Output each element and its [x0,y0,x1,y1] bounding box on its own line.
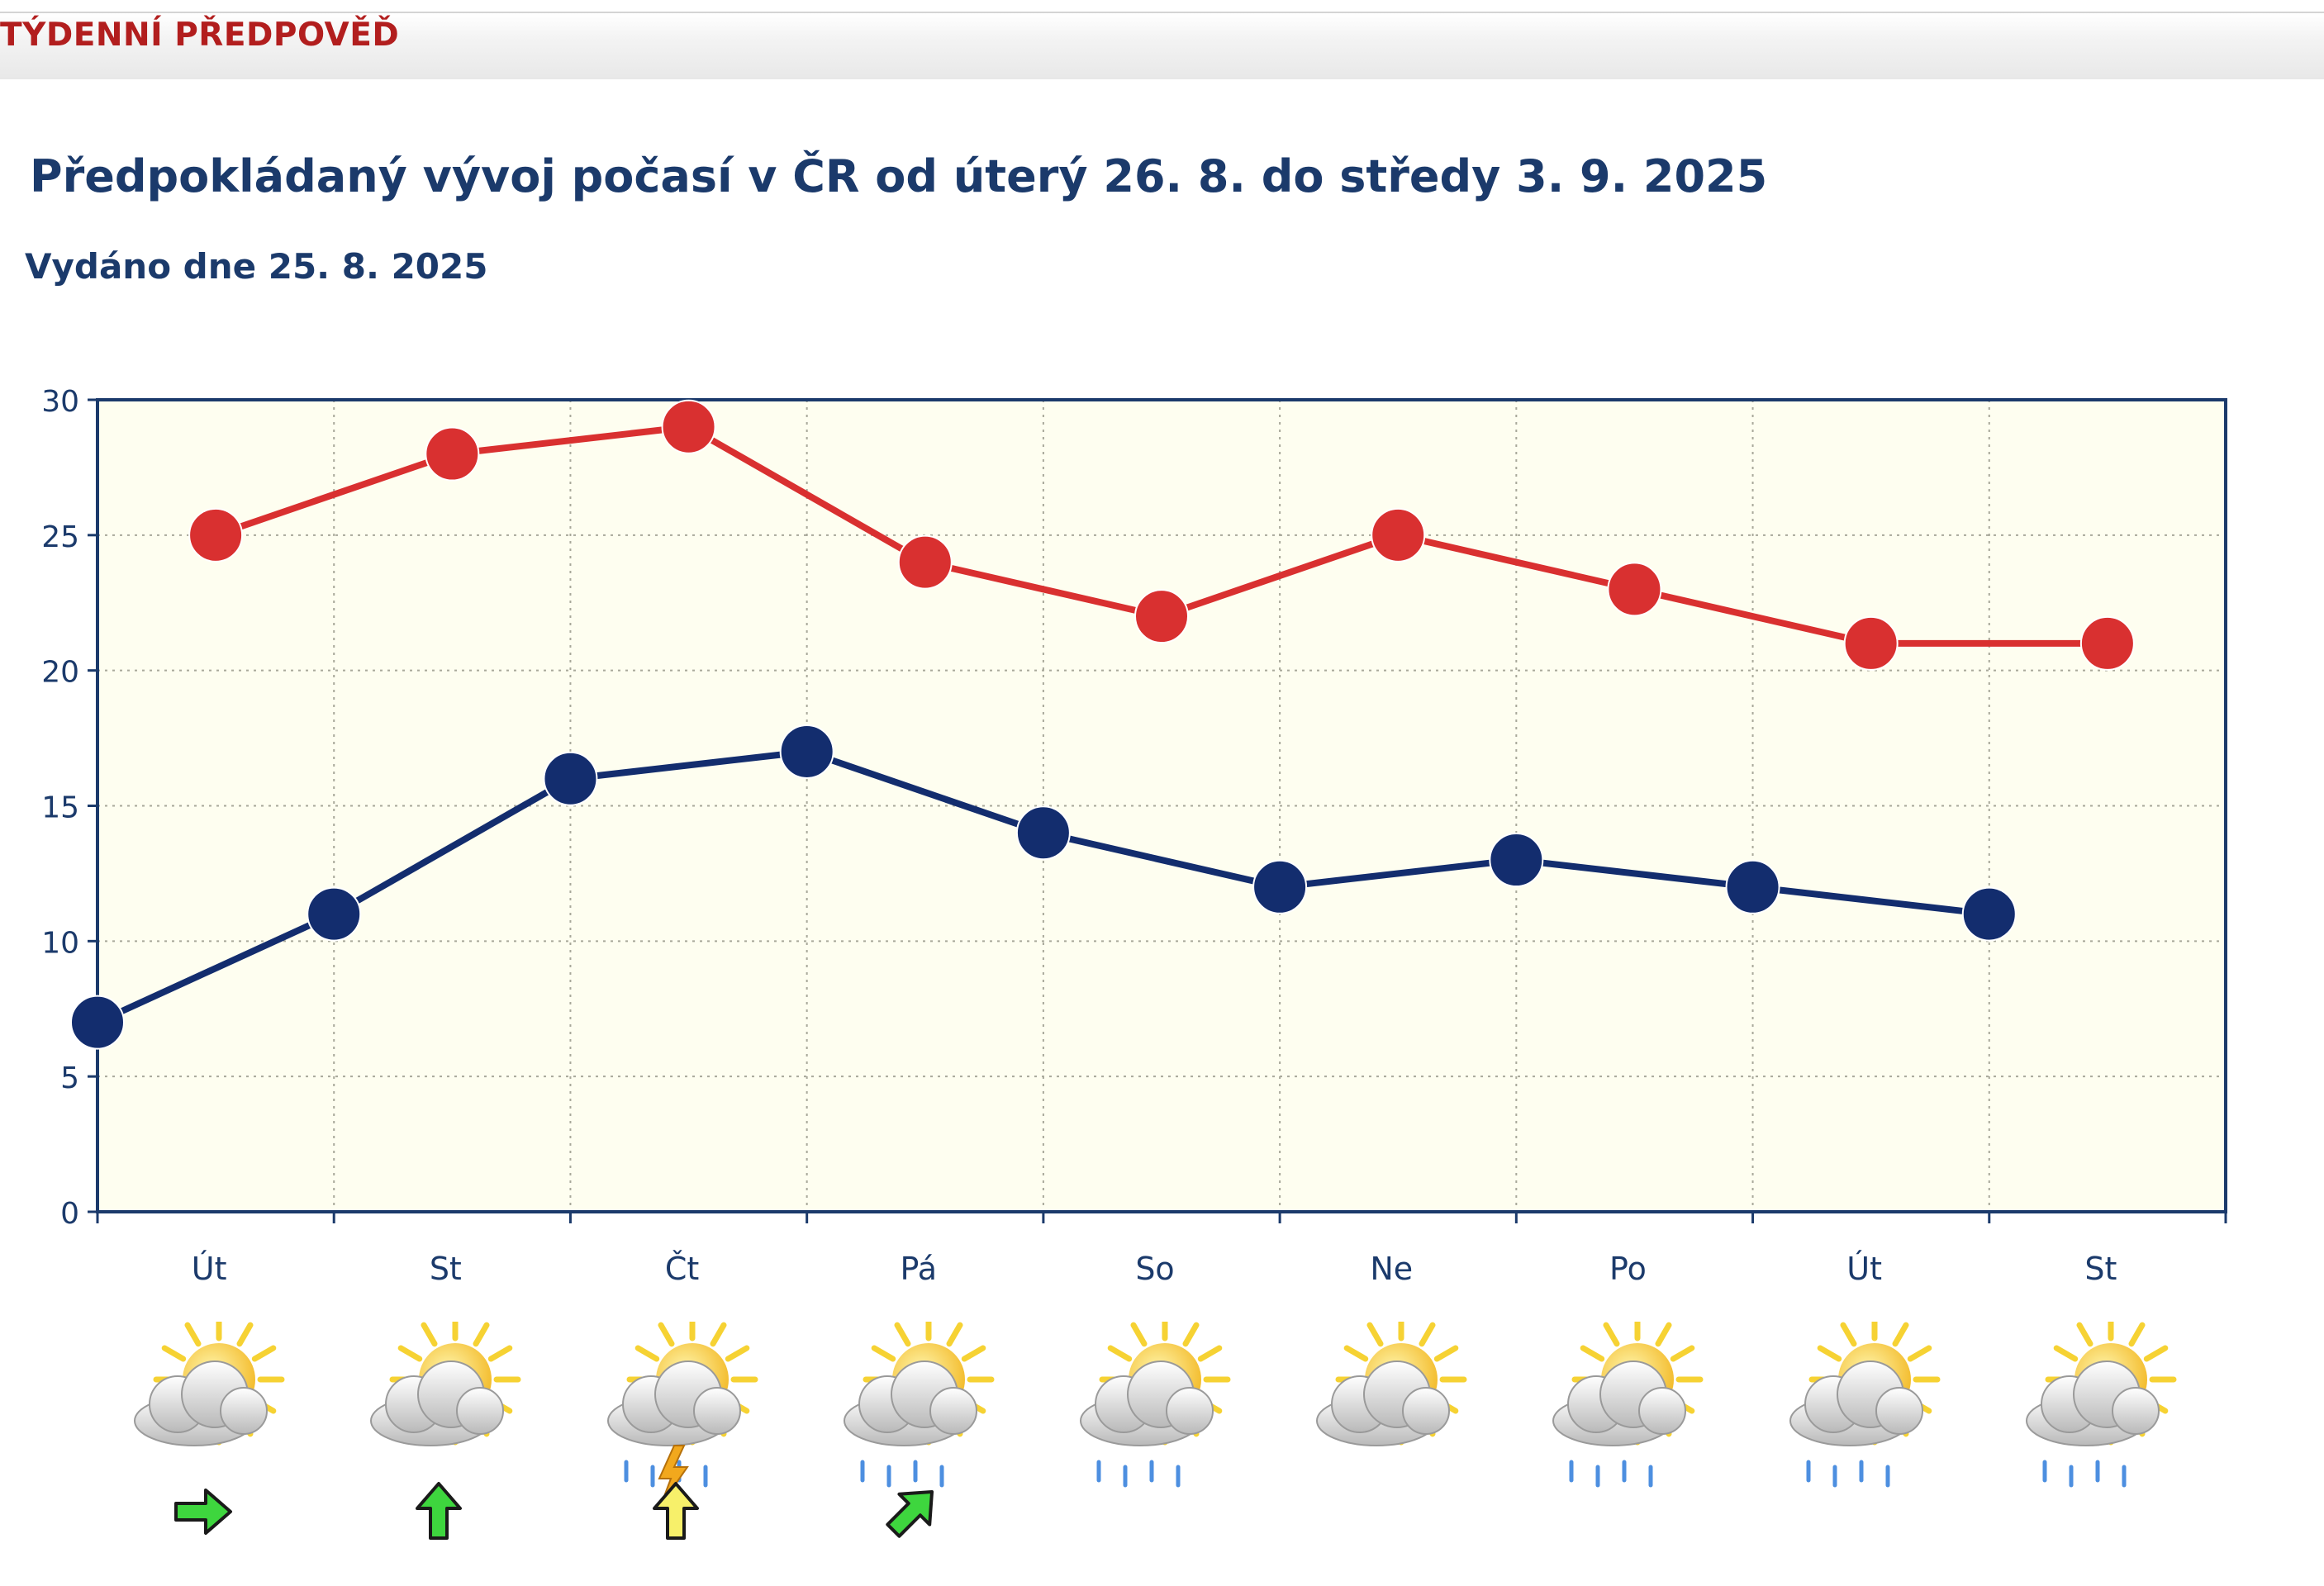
x-tick-label: Čt [665,1251,699,1287]
x-tick-label: St [430,1251,462,1287]
y-tick-label: 15 [41,791,79,825]
issued-date: Vydáno dne 25. 8. 2025 [25,246,488,287]
data-point [779,724,834,779]
data-point [661,399,716,454]
section-header-bar: TÝDENNÍ PŘEDPOVĚĎ [0,12,2324,79]
x-tick-label: Ne [1370,1251,1413,1287]
x-tick-label: So [1135,1251,1174,1287]
cloud-sun-rain-icon [838,1313,995,1512]
x-tick-label: Pá [901,1251,938,1287]
y-tick-label: 25 [41,520,79,554]
data-point [1607,562,1662,617]
wind-arrow-icon [406,1479,472,1545]
y-tick-label: 0 [60,1197,79,1231]
plot-area: 0 5 10 15 20 25 30 Út St Čt Pá So Ne Po Út St [41,385,2227,1287]
data-point [1843,615,1899,671]
wind-arrow-icon [643,1479,709,1545]
data-point [897,534,953,590]
plot-frame [96,398,2227,1213]
cloud-sun-rain-icon [1547,1313,1704,1512]
data-point [1489,833,1544,888]
data-point [307,886,362,942]
sun-behind-cloud-icon [1310,1313,1467,1512]
y-tick-label: 10 [41,926,79,960]
data-point [1371,507,1426,563]
sun-behind-cloud-icon [128,1313,285,1512]
wind-arrow-icon [169,1479,235,1545]
x-tick-label: St [2084,1251,2117,1287]
cloud-sun-icon [364,1313,521,1512]
data-point [1134,589,1189,644]
data-point [2079,615,2135,671]
data-point [543,751,598,806]
data-point [1015,805,1071,861]
y-tick-label: 5 [60,1061,79,1095]
data-point [425,426,480,482]
temperature-chart: 0 5 10 15 20 25 30 Út St Čt Pá So Ne Po Út St [41,385,2227,1287]
y-tick-label: 30 [41,385,79,419]
data-point [70,995,125,1050]
wind-arrow-icon [879,1479,945,1545]
data-point [1725,859,1780,914]
data-point [188,507,244,563]
y-tick-label: 20 [41,656,79,690]
x-tick-label: Po [1609,1251,1647,1287]
thunderstorm-icon [601,1313,758,1512]
x-tick-label: Út [192,1251,227,1287]
cloud-sun-rain-icon [1074,1313,1231,1512]
cloud-sun-rain-icon [1784,1313,1941,1512]
data-point [1961,886,2017,942]
cloud-sun-rain-icon [2020,1313,2177,1512]
forecast-heading: Předpokládaný vývoj počasí v ČR od úterý… [30,150,1768,202]
section-title: TÝDENNÍ PŘEDPOVĚĎ [0,17,400,54]
data-point [1252,859,1308,914]
x-tick-label: Út [1846,1251,1882,1287]
